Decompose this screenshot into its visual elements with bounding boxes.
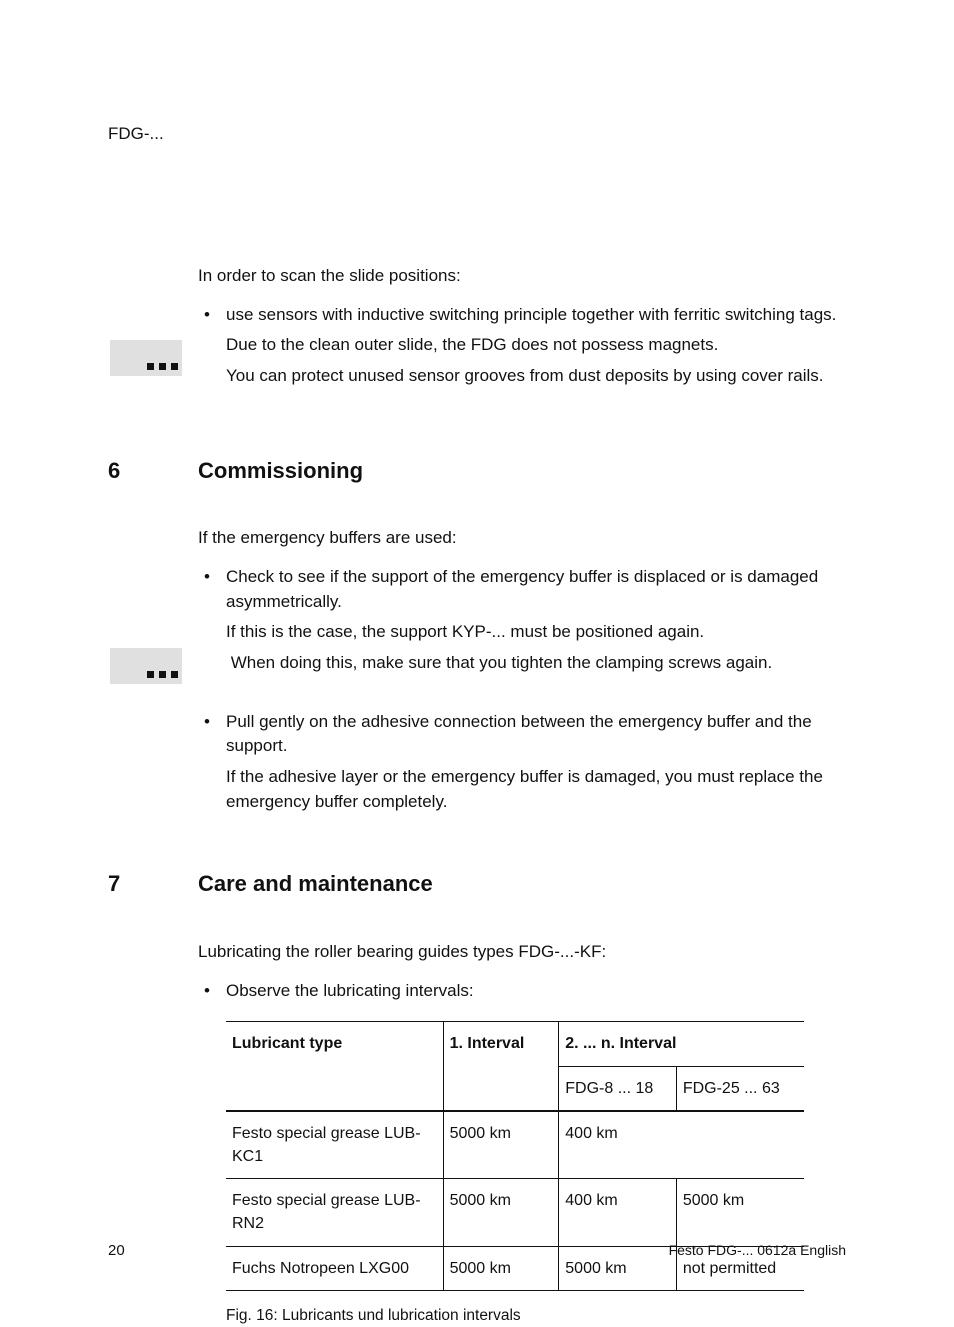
intro-block: In order to scan the slide positions: us… bbox=[108, 264, 846, 395]
s6-tail1b: When doing this, make sure that you tigh… bbox=[226, 651, 846, 676]
table-header-row: Lubricant type 1. Interval 2. ... n. Int… bbox=[226, 1022, 804, 1066]
cell-int1: 5000 km bbox=[443, 1179, 559, 1246]
intro-body: In order to scan the slide positions: us… bbox=[198, 264, 846, 395]
cell-int1: 5000 km bbox=[443, 1111, 559, 1179]
page: FDG-... In order to scan the slide posit… bbox=[0, 0, 954, 1306]
content-area: In order to scan the slide positions: us… bbox=[108, 264, 846, 1327]
intro-tail: You can protect unused sensor grooves fr… bbox=[226, 364, 846, 389]
section-title: Care and maintenance bbox=[198, 868, 433, 900]
s7-bullets: Observe the lubricating intervals: bbox=[198, 979, 846, 1004]
table-row: Festo special grease LUB-KC1 5000 km 400… bbox=[226, 1111, 804, 1179]
s6-bullets-1: Check to see if the support of the emerg… bbox=[198, 565, 846, 614]
section-heading: 7 Care and maintenance bbox=[108, 868, 846, 900]
section7-block: Lubricating the roller bearing guides ty… bbox=[108, 940, 846, 1327]
section-number: 7 bbox=[108, 868, 198, 900]
cell-int2: 400 km bbox=[559, 1111, 804, 1179]
list-item: use sensors with inductive switching pri… bbox=[198, 303, 846, 328]
cell-name: Festo special grease LUB-RN2 bbox=[226, 1179, 443, 1246]
th-interval1: 1. Interval bbox=[443, 1022, 559, 1111]
s6-tail2: If the adhesive layer or the emergency b… bbox=[226, 765, 846, 814]
section-heading: 6 Commissioning bbox=[108, 455, 846, 487]
th-fdg8: FDG-8 ... 18 bbox=[559, 1066, 677, 1111]
th-fdg25: FDG-25 ... 63 bbox=[676, 1066, 804, 1111]
section6-body: If the emergency buffers are used: Check… bbox=[198, 526, 846, 820]
s6-lead: If the emergency buffers are used: bbox=[198, 526, 846, 551]
s6-tail1a: If this is the case, the support KYP-...… bbox=[226, 620, 846, 645]
section-title: Commissioning bbox=[198, 455, 363, 487]
list-item: Pull gently on the adhesive connection b… bbox=[198, 710, 846, 759]
list-item: Observe the lubricating intervals: bbox=[198, 979, 846, 1004]
page-number: 20 bbox=[108, 1240, 125, 1262]
section-end-marker-icon bbox=[110, 340, 182, 376]
section-number: 6 bbox=[108, 455, 198, 487]
s6-bullets-2: Pull gently on the adhesive connection b… bbox=[198, 710, 846, 759]
footer-doc-ref: Festo FDG-... 0612a English bbox=[669, 1240, 846, 1262]
section-end-marker-icon bbox=[110, 648, 182, 684]
intro-bullets: use sensors with inductive switching pri… bbox=[198, 303, 846, 328]
cell-name: Festo special grease LUB-KC1 bbox=[226, 1111, 443, 1179]
section6-block: If the emergency buffers are used: Check… bbox=[108, 526, 846, 820]
section7-body: Lubricating the roller bearing guides ty… bbox=[198, 940, 846, 1327]
table-row: Festo special grease LUB-RN2 5000 km 400… bbox=[226, 1179, 804, 1246]
th-lubricant: Lubricant type bbox=[226, 1022, 443, 1111]
table-caption: Fig. 16: Lubricants und lubrication inte… bbox=[226, 1305, 846, 1327]
intro-tail: Due to the clean outer slide, the FDG do… bbox=[226, 333, 846, 358]
page-footer: 20 Festo FDG-... 0612a English bbox=[108, 1240, 846, 1262]
s7-lead: Lubricating the roller bearing guides ty… bbox=[198, 940, 846, 965]
th-interval2: 2. ... n. Interval bbox=[559, 1022, 804, 1066]
cell-int2a: 400 km bbox=[559, 1179, 677, 1246]
header-doc-code: FDG-... bbox=[108, 122, 164, 147]
cell-int2b: 5000 km bbox=[676, 1179, 804, 1246]
list-item: Check to see if the support of the emerg… bbox=[198, 565, 846, 614]
intro-lead: In order to scan the slide positions: bbox=[198, 264, 846, 289]
